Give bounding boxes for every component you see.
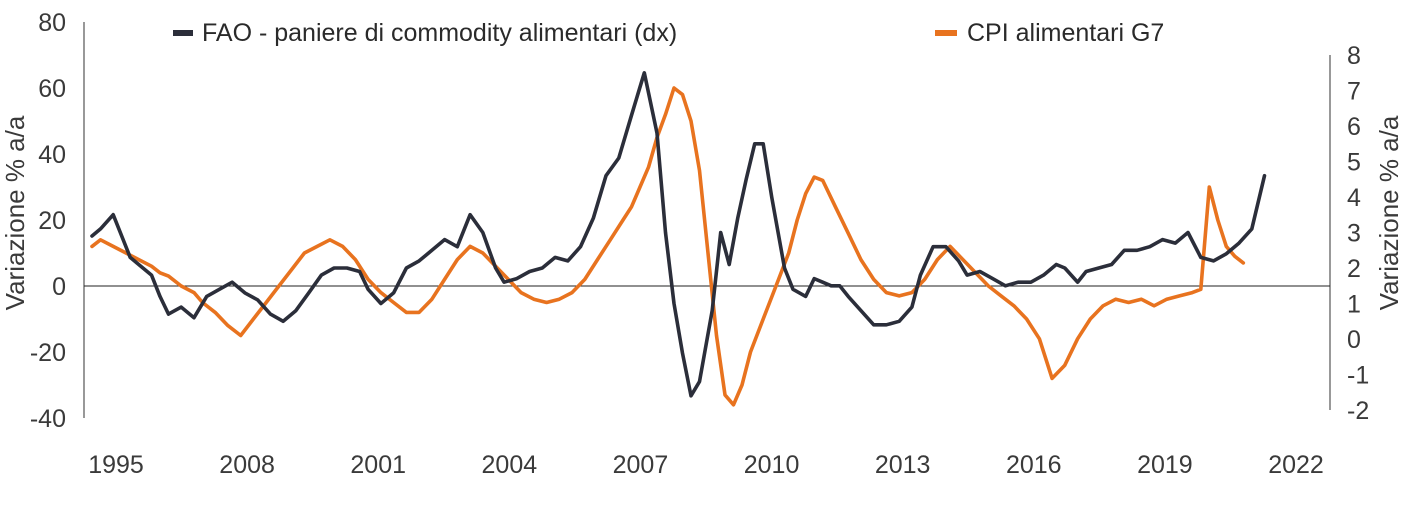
- right-tick-label: 5: [1347, 149, 1361, 177]
- right-tick-label: -1: [1347, 362, 1369, 390]
- right-tick-label: 2: [1347, 255, 1361, 283]
- right-tick-label: 1: [1347, 291, 1361, 319]
- left-axis-ticks: 80 60 40 20 0 -20 -40: [30, 9, 66, 433]
- right-axis-ticks: 8 7 6 5 4 3 2 1 0 -1 -2: [1347, 42, 1369, 425]
- x-tick-label: 2007: [613, 451, 669, 479]
- series-layer: [90, 71, 1267, 407]
- left-axis-title: Variazione % a/a: [0, 115, 30, 310]
- series-line-fao: [90, 71, 1267, 398]
- legend-label-fao: FAO - paniere di commodity alimentari (d…: [202, 19, 677, 47]
- right-tick-label: 8: [1347, 42, 1361, 70]
- left-tick-label: -20: [30, 339, 66, 367]
- series-line-cpi: [90, 86, 1246, 407]
- x-axis-ticks: 1995 2008 2001 2004 2007 2010 2013 2016 2019 2022: [88, 451, 1324, 479]
- left-tick-label: -40: [30, 405, 66, 433]
- right-tick-label: 3: [1347, 220, 1361, 248]
- x-tick-label: 2016: [1006, 451, 1062, 479]
- left-tick-label: 60: [38, 75, 66, 103]
- right-tick-label: -2: [1347, 397, 1369, 425]
- x-tick-label: 2004: [482, 451, 538, 479]
- right-tick-label: 4: [1347, 184, 1361, 212]
- x-tick-label: 2019: [1137, 451, 1193, 479]
- left-tick-label: 80: [38, 9, 66, 37]
- legend-label-cpi: CPI alimentari G7: [967, 19, 1164, 47]
- left-tick-label: 20: [38, 207, 66, 235]
- legend: FAO - paniere di commodity alimentari (d…: [173, 19, 1164, 47]
- x-tick-label: 2008: [219, 451, 275, 479]
- right-tick-label: 0: [1347, 326, 1361, 354]
- x-tick-label: 2010: [744, 451, 800, 479]
- right-tick-label: 7: [1347, 78, 1361, 106]
- left-tick-label: 0: [52, 273, 66, 301]
- x-tick-label: 1995: [88, 451, 144, 479]
- x-tick-label: 2022: [1268, 451, 1324, 479]
- x-tick-label: 2001: [350, 451, 406, 479]
- x-tick-label: 2013: [875, 451, 931, 479]
- right-tick-label: 6: [1347, 113, 1361, 141]
- left-tick-label: 40: [38, 141, 66, 169]
- right-axis-title: Variazione % a/a: [1374, 115, 1404, 310]
